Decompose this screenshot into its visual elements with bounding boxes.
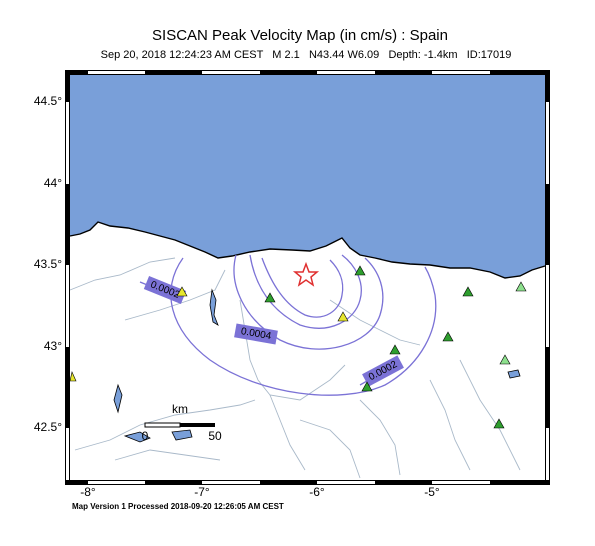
rivers	[69, 257, 521, 479]
title: SISCAN Peak Velocity Map (in cm/s) : Spa…	[152, 27, 448, 44]
lakes	[113, 288, 521, 443]
subtitle: Sep 20, 2018 12:24:23 AM CEST M 2.1 N43.…	[101, 49, 512, 61]
lat-label: 42.5°	[34, 420, 62, 434]
scale-start: 0	[142, 429, 149, 443]
lat-label: 44°	[44, 176, 62, 190]
contour-label-box	[362, 355, 404, 387]
scale-unit: km	[172, 402, 188, 416]
lon-label: -5°	[424, 485, 440, 499]
lat-labels: 44.5° 44° 43.5° 43° 42.5°	[34, 94, 62, 434]
scale-end: 50	[208, 429, 222, 443]
lon-label: -6°	[309, 485, 325, 499]
stations	[69, 265, 527, 429]
footer: Map Version 1 Processed 2018-09-20 12:26…	[72, 502, 284, 511]
frame	[65, 70, 550, 485]
lat-label: 43°	[44, 339, 62, 353]
lon-label: -8°	[80, 485, 96, 499]
coastline	[69, 221, 546, 279]
lat-label: 43.5°	[34, 257, 62, 271]
contour-label-box	[143, 276, 187, 304]
map-area: 0.0002 0.0004 0.0002	[65, 70, 550, 485]
lat-label: 44.5°	[34, 94, 62, 108]
scale-bar: km 0 50	[142, 402, 222, 443]
contour-label-box	[234, 323, 278, 345]
lon-label: -7°	[194, 485, 210, 499]
epicenter	[292, 261, 320, 287]
sea	[70, 75, 545, 278]
lon-labels: -8° -7° -6° -5°	[80, 485, 440, 499]
contour-label: 0.0004	[240, 326, 272, 342]
